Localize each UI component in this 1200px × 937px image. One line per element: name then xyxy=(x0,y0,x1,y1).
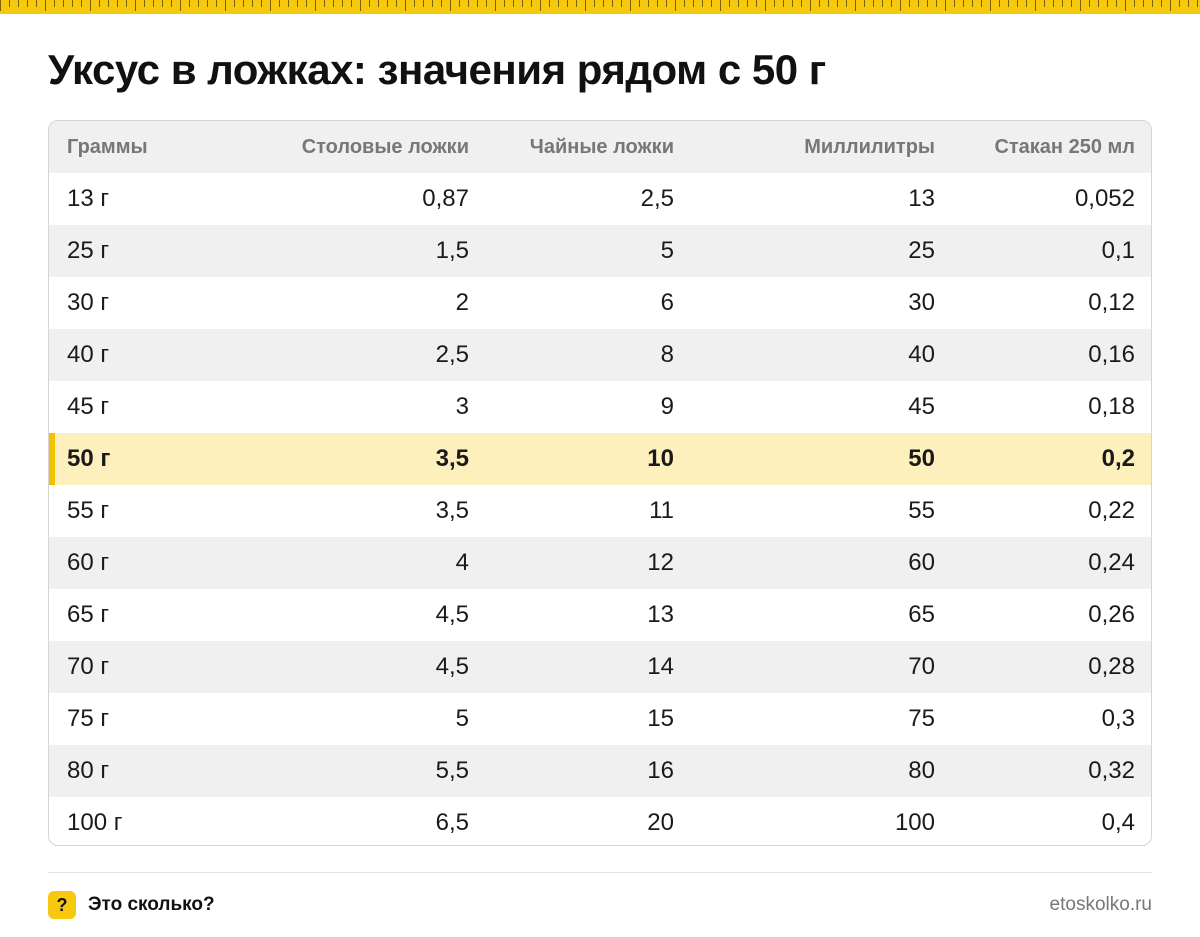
cell-milliliters: 50 xyxy=(908,445,935,472)
cell-cup: 0,1 xyxy=(1101,237,1135,264)
cell-grams: 50 г xyxy=(67,445,111,472)
header-teaspoons: Чайные ложки xyxy=(529,135,674,158)
cell-milliliters: 45 xyxy=(908,393,935,420)
cell-tablespoons: 3,5 xyxy=(435,497,469,524)
cell-milliliters: 25 xyxy=(908,237,935,264)
cell-teaspoons: 20 xyxy=(647,809,674,836)
cell-milliliters: 100 xyxy=(894,809,935,836)
table-row: 13 г 0,87 2,5 13 0,052 xyxy=(49,173,1151,225)
cell-tablespoons: 5 xyxy=(455,705,469,732)
cell-tablespoons: 5,5 xyxy=(435,757,469,784)
cell-cup: 0,052 xyxy=(1074,185,1135,212)
cell-cup: 0,28 xyxy=(1088,653,1135,680)
question-mark-icon: ? xyxy=(48,891,76,919)
cell-milliliters: 80 xyxy=(908,757,935,784)
table-row: 70 г 4,5 14 70 0,28 xyxy=(49,641,1151,693)
cell-teaspoons: 2,5 xyxy=(640,185,674,212)
header-grams: Граммы xyxy=(67,135,148,158)
cell-cup: 0,24 xyxy=(1088,549,1135,576)
cell-tablespoons: 2,5 xyxy=(435,341,469,368)
table-row: 55 г 3,5 11 55 0,22 xyxy=(49,485,1151,537)
cell-teaspoons: 5 xyxy=(660,237,674,264)
cell-cup: 0,26 xyxy=(1088,601,1135,628)
table-row: 75 г 5 15 75 0,3 xyxy=(49,693,1151,745)
cell-tablespoons: 4 xyxy=(455,549,469,576)
cell-milliliters: 70 xyxy=(908,653,935,680)
cell-milliliters: 55 xyxy=(908,497,935,524)
footer-divider xyxy=(48,872,1152,873)
cell-grams: 25 г xyxy=(67,237,110,264)
cell-milliliters: 65 xyxy=(908,601,935,628)
cell-cup: 0,12 xyxy=(1088,289,1135,316)
table-row: 30 г 2 6 30 0,12 xyxy=(49,277,1151,329)
cell-grams: 40 г xyxy=(67,341,110,368)
table-row-highlighted: 50 г 3,5 10 50 0,2 xyxy=(49,433,1151,485)
cell-teaspoons: 8 xyxy=(660,341,674,368)
cell-tablespoons: 4,5 xyxy=(435,653,469,680)
cell-tablespoons: 3 xyxy=(455,393,469,420)
header-tablespoons: Столовые ложки xyxy=(301,135,469,158)
cell-tablespoons: 3,5 xyxy=(435,445,469,472)
header-cup-250ml: Стакан 250 мл xyxy=(994,135,1135,158)
cell-cup: 0,2 xyxy=(1101,445,1135,472)
table-body: 13 г 0,87 2,5 13 0,052 25 г 1,5 5 25 0,1 30 г 2 6 30 0… xyxy=(49,173,1151,845)
cell-grams: 55 г xyxy=(67,497,110,524)
cell-cup: 0,18 xyxy=(1088,393,1135,420)
cell-teaspoons: 15 xyxy=(647,705,674,732)
conversion-table: Граммы Столовые ложки Чайные ложки Милли… xyxy=(48,120,1152,846)
cell-grams: 75 г xyxy=(67,705,110,732)
table-header: Граммы Столовые ложки Чайные ложки Милли… xyxy=(49,121,1151,173)
ruler-major-ticks xyxy=(0,0,1200,11)
cell-cup: 0,32 xyxy=(1088,757,1135,784)
cell-tablespoons: 2 xyxy=(455,289,469,316)
header-milliliters: Миллилитры xyxy=(804,135,935,158)
cell-tablespoons: 0,87 xyxy=(422,185,469,212)
table-row: 100 г 6,5 20 100 0,4 xyxy=(49,797,1151,845)
cell-grams: 60 г xyxy=(67,549,110,576)
cell-milliliters: 13 xyxy=(908,185,935,212)
cell-teaspoons: 12 xyxy=(647,549,674,576)
cell-milliliters: 40 xyxy=(908,341,935,368)
table-row: 65 г 4,5 13 65 0,26 xyxy=(49,589,1151,641)
cell-teaspoons: 13 xyxy=(647,601,674,628)
cell-cup: 0,22 xyxy=(1088,497,1135,524)
cell-grams: 65 г xyxy=(67,601,110,628)
cell-milliliters: 30 xyxy=(908,289,935,316)
footer-brand: Это сколько? xyxy=(88,894,215,915)
table-row: 40 г 2,5 8 40 0,16 xyxy=(49,329,1151,381)
cell-grams: 30 г xyxy=(67,289,110,316)
cell-teaspoons: 14 xyxy=(647,653,674,680)
cell-grams: 80 г xyxy=(67,757,110,784)
cell-cup: 0,4 xyxy=(1101,809,1135,836)
cell-grams: 45 г xyxy=(67,393,110,420)
cell-tablespoons: 1,5 xyxy=(435,237,469,264)
table-row: 60 г 4 12 60 0,24 xyxy=(49,537,1151,589)
cell-teaspoons: 10 xyxy=(647,445,674,472)
cell-cup: 0,3 xyxy=(1101,705,1135,732)
table-row: 25 г 1,5 5 25 0,1 xyxy=(49,225,1151,277)
cell-milliliters: 60 xyxy=(908,549,935,576)
cell-teaspoons: 11 xyxy=(649,497,674,524)
footer-site-link[interactable]: etoskolko.ru xyxy=(1049,894,1152,915)
cell-teaspoons: 16 xyxy=(647,757,674,784)
cell-grams: 13 г xyxy=(67,185,110,212)
table-row: 80 г 5,5 16 80 0,32 xyxy=(49,745,1151,797)
cell-teaspoons: 9 xyxy=(660,393,674,420)
cell-teaspoons: 6 xyxy=(660,289,674,316)
table-row: 45 г 3 9 45 0,18 xyxy=(49,381,1151,433)
cell-tablespoons: 6,5 xyxy=(435,809,469,836)
page-title: Уксус в ложках: значения рядом с 50 г xyxy=(48,46,826,93)
cell-cup: 0,16 xyxy=(1088,341,1135,368)
cell-grams: 100 г xyxy=(67,809,123,836)
cell-milliliters: 75 xyxy=(908,705,935,732)
cell-grams: 70 г xyxy=(67,653,110,680)
cell-tablespoons: 4,5 xyxy=(435,601,469,628)
